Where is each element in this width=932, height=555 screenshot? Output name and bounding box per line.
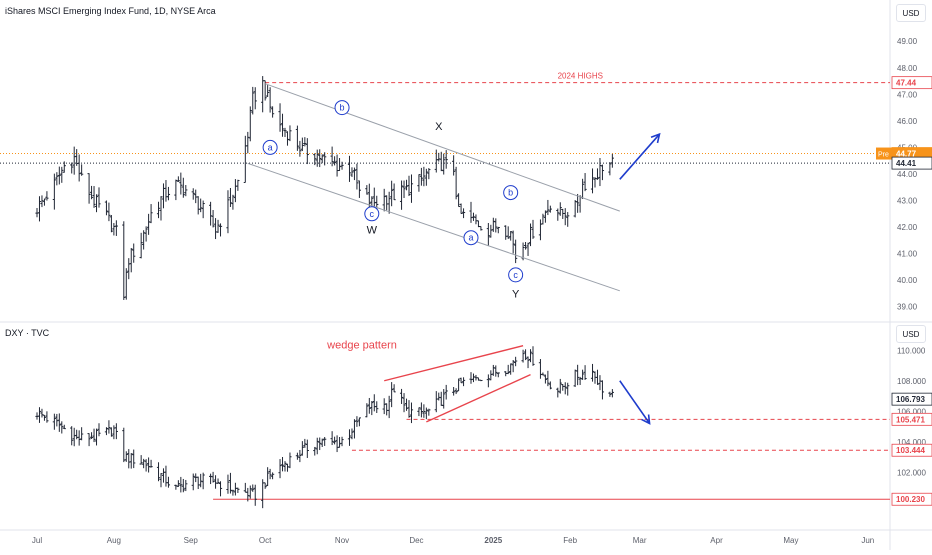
dxy-price-tag-box bbox=[891, 392, 932, 406]
time-axis-label: Mar bbox=[633, 536, 647, 545]
eem-price-tag-box bbox=[891, 76, 932, 90]
wave-label-X: X bbox=[435, 121, 443, 133]
eem-up-arrow bbox=[619, 133, 661, 180]
axes-layer: 39.0040.0041.0042.0043.0044.0045.0046.00… bbox=[32, 37, 932, 545]
bottom-panel-title: DXY · TVC bbox=[5, 328, 50, 338]
time-axis-label: Sep bbox=[184, 536, 199, 545]
pre-market-badge-box bbox=[876, 147, 892, 160]
wave-label-b: b bbox=[340, 103, 345, 113]
eem-price-tag: 47.44 bbox=[896, 79, 917, 88]
channel-lower-line bbox=[247, 162, 620, 292]
wave-label-W: W bbox=[367, 225, 378, 237]
dxy-down-arrow-head bbox=[641, 414, 651, 425]
dxy-price-tag-box bbox=[891, 412, 932, 426]
wave-label-Y: Y bbox=[512, 288, 520, 300]
time-axis-label: Nov bbox=[335, 536, 349, 545]
top-currency-button[interactable]: USD bbox=[896, 4, 926, 22]
wedge-pattern-label: wedge pattern bbox=[326, 340, 397, 352]
dxy-y-tick-label: 110.000 bbox=[897, 346, 926, 355]
top-panel-title: iShares MSCI Emerging Index Fund, 1D, NY… bbox=[5, 6, 216, 16]
time-axis-label: Jun bbox=[861, 536, 874, 545]
dxy-price-tag-box bbox=[891, 443, 932, 457]
dxy-y-tick-label: 104.000 bbox=[897, 438, 926, 447]
eem-price-tag-box bbox=[891, 156, 932, 170]
eem-up-arrow-head bbox=[650, 132, 661, 144]
eem-y-tick-label: 49.00 bbox=[897, 37, 918, 46]
dxy-price-tag: 100.230 bbox=[896, 495, 925, 504]
time-axis-label: May bbox=[783, 536, 798, 545]
dxy-y-tick-label: 108.000 bbox=[897, 377, 926, 386]
time-axis-label: Oct bbox=[259, 536, 272, 545]
eem-y-tick-label: 46.00 bbox=[897, 117, 918, 126]
eem-y-tick-label: 43.00 bbox=[897, 197, 918, 206]
time-axis-label: Feb bbox=[563, 536, 577, 545]
eem-y-tick-label: 48.00 bbox=[897, 64, 918, 73]
eem-y-tick-label: 39.00 bbox=[897, 303, 918, 312]
wave-label-c: c bbox=[513, 270, 518, 280]
eem-y-tick-label: 40.00 bbox=[897, 276, 918, 285]
eem-level-label: 2024 HIGHS bbox=[558, 72, 603, 81]
dxy-y-tick-label: 102.000 bbox=[897, 468, 926, 477]
time-axis-label: Jul bbox=[32, 536, 42, 545]
wave-label-circle bbox=[334, 100, 350, 116]
time-axis-label: 2025 bbox=[484, 536, 502, 545]
eem-y-tick-label: 44.00 bbox=[897, 170, 918, 179]
dxy-price-tag-box bbox=[891, 492, 932, 506]
time-axis-label: Apr bbox=[710, 536, 723, 545]
dxy-price-tag: 105.471 bbox=[896, 415, 925, 424]
dxy-price-tag: 106.793 bbox=[896, 395, 925, 404]
time-axis-label: Dec bbox=[409, 536, 423, 545]
wedge-lower-line bbox=[426, 374, 531, 423]
wave-label-circle bbox=[503, 185, 519, 201]
time-axis-label: Aug bbox=[107, 536, 121, 545]
bottom-currency-button[interactable]: USD bbox=[896, 325, 926, 343]
eem-y-tick-label: 41.00 bbox=[897, 250, 918, 259]
eem-y-tick-label: 42.00 bbox=[897, 223, 918, 232]
wave-label-circle bbox=[508, 267, 524, 283]
wedge-upper-line bbox=[384, 344, 524, 382]
wave-label-circle bbox=[364, 206, 380, 222]
eem-price-tag: 44.77 bbox=[896, 150, 917, 159]
levels-layer: 2024 HIGHS bbox=[0, 72, 890, 500]
dxy-y-tick-label: 106.000 bbox=[897, 407, 926, 416]
dxy-price-tag: 103.444 bbox=[896, 446, 925, 455]
wave-label-b: b bbox=[508, 188, 513, 198]
wave-label-c: c bbox=[370, 209, 375, 219]
eem-y-tick-label: 47.00 bbox=[897, 90, 918, 99]
wave-label-circle bbox=[262, 139, 278, 155]
bars-layer bbox=[35, 76, 614, 509]
dxy-down-arrow bbox=[619, 380, 651, 424]
eem-price-tag: 44.41 bbox=[896, 159, 917, 168]
wave-label-circle bbox=[463, 230, 479, 246]
wave-label-a: a bbox=[468, 233, 473, 243]
channel-upper-line bbox=[264, 83, 620, 212]
pre-market-badge: Pre bbox=[878, 152, 889, 159]
wave-label-a: a bbox=[268, 142, 273, 152]
